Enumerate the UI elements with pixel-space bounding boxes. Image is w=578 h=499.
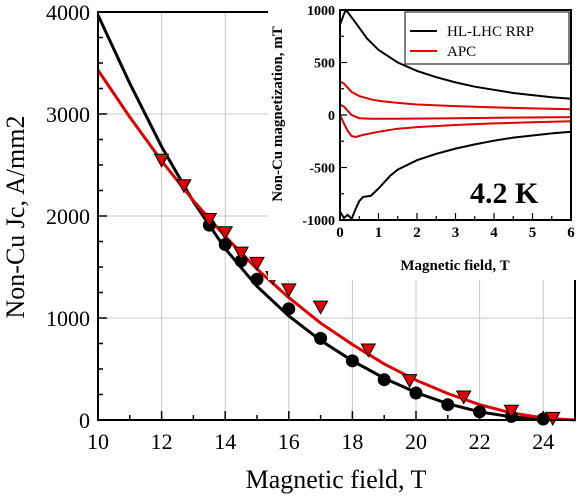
main-y-tick-label-1000: 1000 <box>46 306 90 331</box>
main-point-s0-8 <box>409 386 423 400</box>
main-y-tick-label-2000: 2000 <box>46 204 90 229</box>
main-x-tick-label-16: 16 <box>278 429 300 454</box>
main-point-s0-4 <box>282 302 296 316</box>
inset-x-tick-label-3: 3 <box>452 225 460 241</box>
main-point-s1-0 <box>153 153 170 168</box>
inset-x-tick-label-4: 4 <box>490 225 498 241</box>
main-point-s1-10 <box>401 374 418 389</box>
inset-annotation-temperature: 4.2 K <box>470 177 539 210</box>
main-point-s1-9 <box>360 343 377 358</box>
main-point-s1-12 <box>503 404 520 419</box>
main-point-s1-2 <box>201 212 218 228</box>
inset-curve-s0-upper <box>339 8 572 100</box>
main-x-tick-label-24: 24 <box>532 429 554 454</box>
main-x-tick-label-22: 22 <box>469 429 491 454</box>
inset-plot: 0 1 2 3 4 5 6 -1000 -500 0 500 1000 Magnetic field… <box>268 0 578 280</box>
inset-y-axis-label: Non-Cu magnetization, mT <box>270 26 286 201</box>
main-point-s0-3 <box>250 272 264 286</box>
legend: HL-LHC RRP APC <box>404 11 570 65</box>
inset-curve-s1-upper <box>339 80 572 111</box>
inset-x-tick-label-6: 6 <box>567 225 575 241</box>
legend-label-hl-lhc-rrp: HL-LHC RRP <box>447 24 534 40</box>
inset-y-tick-labels: -1000 -500 0 500 1000 <box>302 4 335 229</box>
inset-curves <box>339 8 572 221</box>
main-point-s1-5 <box>249 256 265 271</box>
main-x-tick-label-10: 10 <box>87 429 109 454</box>
inset-y-tick-label--500: -500 <box>309 162 335 177</box>
inset-y-tick-label-0: 0 <box>328 109 335 124</box>
main-ticks <box>97 11 576 421</box>
main-x-tick-label-18: 18 <box>341 429 363 454</box>
main-y-tick-label-4000: 4000 <box>46 0 90 25</box>
main-x-tick-label-20: 20 <box>405 429 427 454</box>
main-point-s0-1 <box>218 238 232 252</box>
main-y-tick-label-0: 0 <box>79 408 90 433</box>
main-x-tick-label-14: 14 <box>214 429 236 454</box>
inset-x-tick-label-1: 1 <box>375 225 383 241</box>
legend-label-apc: APC <box>447 44 476 60</box>
main-point-s1-13 <box>544 411 561 426</box>
inset-x-tick-label-5: 5 <box>529 225 537 241</box>
main-point-s1-3 <box>217 226 234 241</box>
main-x-tick-label-12: 12 <box>151 429 173 454</box>
main-point-s0-7 <box>377 373 391 387</box>
main-y-tick-label-3000: 3000 <box>46 102 90 127</box>
main-y-tick-labels: 0 1000 2000 3000 4000 <box>46 0 90 433</box>
inset-x-tick-label-0: 0 <box>336 225 344 241</box>
main-point-s1-7 <box>280 283 297 298</box>
inset-ticks <box>339 9 572 221</box>
inset-curve-s0-lower <box>339 130 572 221</box>
inset-y-tick-label--1000: -1000 <box>302 214 335 229</box>
main-point-s1-8 <box>312 300 329 315</box>
main-x-tick-labels: 10 12 14 16 18 20 22 24 <box>87 429 554 454</box>
inset-curve-s1-lower <box>339 114 572 139</box>
main-point-s0-9 <box>441 398 455 412</box>
main-x-axis-label: Magnetic field, T <box>246 465 427 494</box>
inset-x-tick-labels: 0 1 2 3 4 5 6 <box>336 225 575 241</box>
main-point-s0-5 <box>314 331 328 345</box>
inset-x-tick-label-2: 2 <box>413 225 421 241</box>
inset-y-tick-label-500: 500 <box>314 57 335 72</box>
legend-box <box>404 11 570 65</box>
main-y-axis-label: Non-Cu Jc, A/mm2 <box>1 116 30 319</box>
inset-curve-s1-middle <box>339 103 572 120</box>
main-point-s1-4 <box>233 246 249 261</box>
main-markers <box>153 153 561 426</box>
main-point-s1-11 <box>455 390 472 405</box>
main-point-s0-6 <box>345 354 359 368</box>
inset-x-axis-label: Magnetic field, T <box>400 258 509 274</box>
main-point-s1-1 <box>176 179 192 194</box>
inset-y-tick-label-1000: 1000 <box>307 4 335 19</box>
